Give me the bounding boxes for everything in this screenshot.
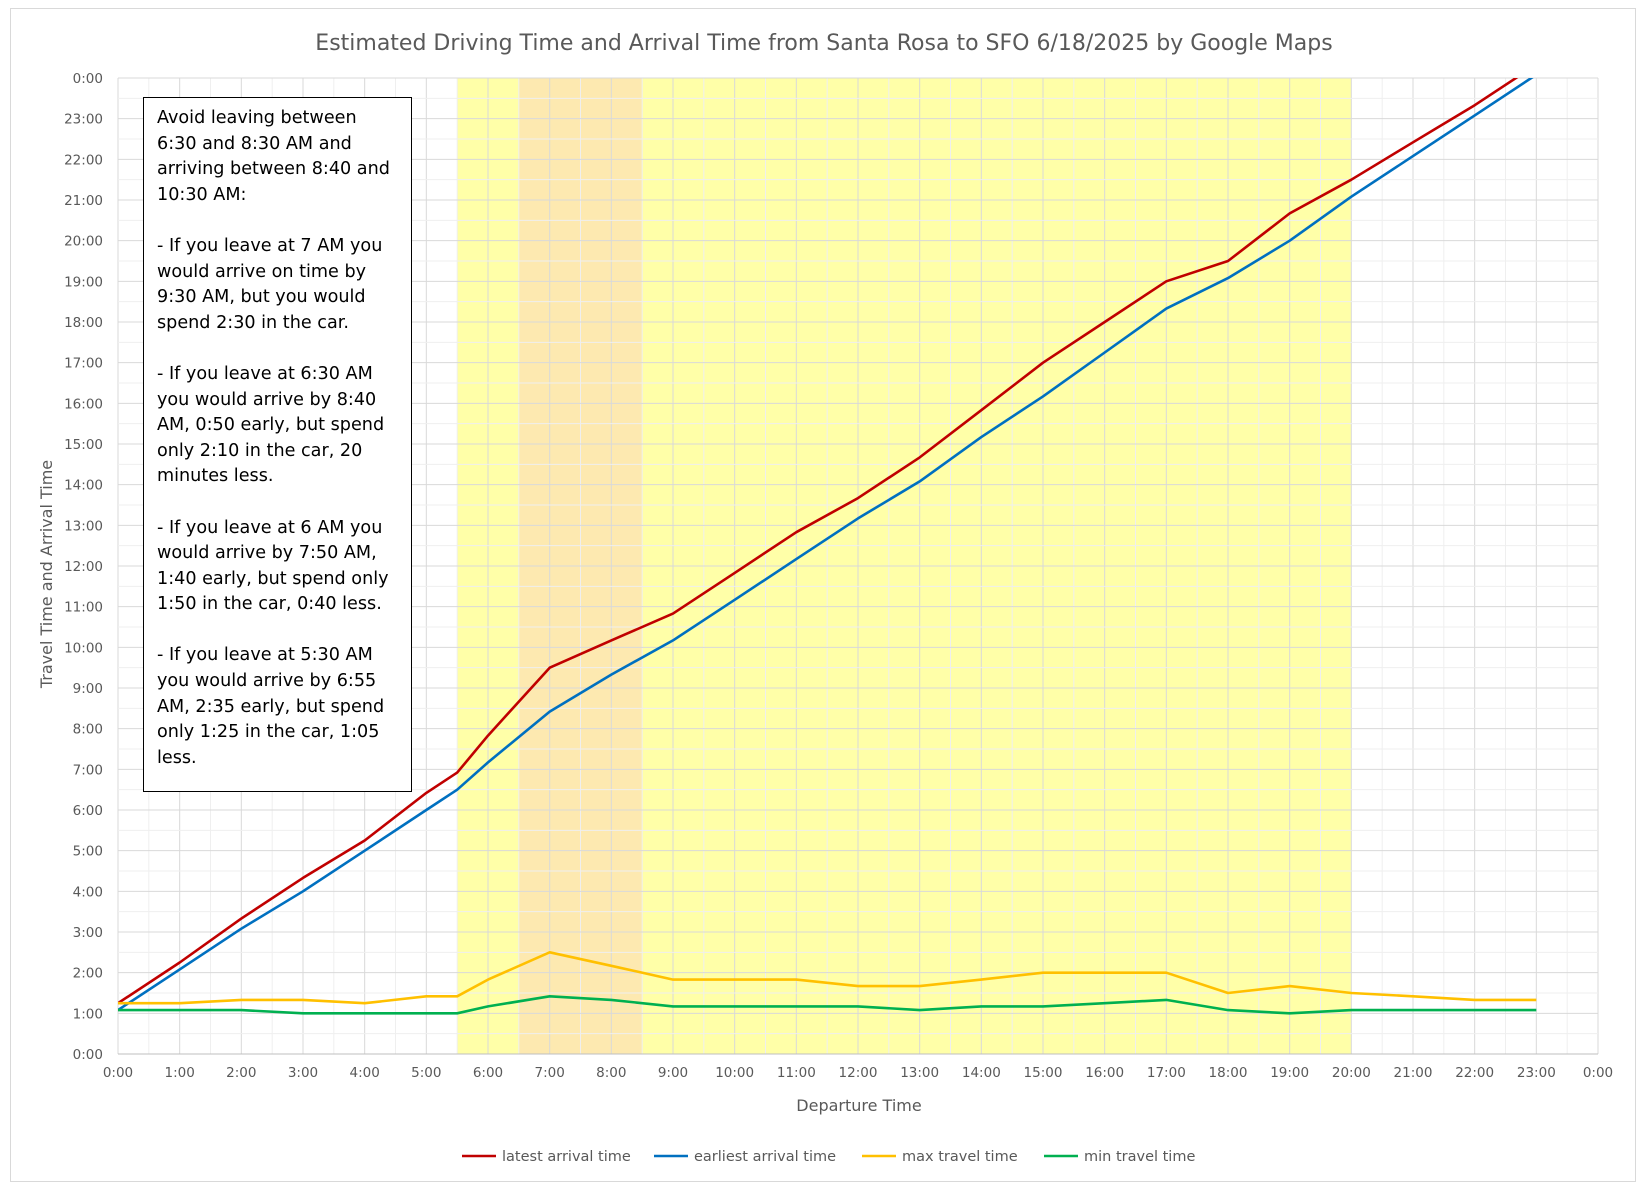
note-item: - If you leave at 6:30 AM you would arri… bbox=[157, 363, 385, 487]
series-lines bbox=[118, 78, 1537, 1015]
y-tick-label: 11:00 bbox=[64, 600, 103, 616]
chart-frame bbox=[10, 8, 1636, 1182]
y-tick-label: 5:00 bbox=[73, 844, 103, 860]
chart-title: Estimated Driving Time and Arrival Time … bbox=[315, 31, 1332, 56]
x-tick-label: 18:00 bbox=[1209, 1065, 1248, 1081]
x-tick-label: 0:00 bbox=[1583, 1065, 1613, 1081]
y-tick-label: 15:00 bbox=[64, 437, 103, 453]
y-tick-label: 7:00 bbox=[73, 762, 103, 778]
y-tick-labels: 0:00 1:00 2:00 3:00 4:00 5:00 6:00 7:00 8:00 9:00… bbox=[64, 71, 103, 1063]
min-travel-time-line bbox=[118, 994, 1537, 1015]
x-tick-label: 9:00 bbox=[658, 1065, 688, 1081]
x-tick-label: 16:00 bbox=[1085, 1065, 1124, 1081]
earliest-arrival-time-line bbox=[118, 78, 1534, 1012]
y-tick-label: 14:00 bbox=[64, 478, 103, 494]
y-tick-label: 20:00 bbox=[64, 234, 103, 250]
note-item: - If you leave at 7 AM you would arrive … bbox=[157, 235, 383, 333]
y-tick-label: 6:00 bbox=[73, 803, 103, 819]
x-tick-label: 19:00 bbox=[1270, 1065, 1309, 1081]
x-tick-label: 21:00 bbox=[1394, 1065, 1433, 1081]
y-tick-label: 21:00 bbox=[64, 193, 103, 209]
y-tick-label: 18:00 bbox=[64, 315, 103, 331]
x-tick-label: 14:00 bbox=[962, 1065, 1001, 1081]
y-tick-label: 10:00 bbox=[64, 640, 103, 656]
y-tick-label: 13:00 bbox=[64, 518, 103, 534]
x-tick-label: 15:00 bbox=[1024, 1065, 1063, 1081]
x-tick-label: 22:00 bbox=[1455, 1065, 1494, 1081]
x-tick-label: 13:00 bbox=[900, 1065, 939, 1081]
legend-label: latest arrival time bbox=[502, 1149, 631, 1165]
y-axis-title: Travel Time and Arrival Time bbox=[37, 460, 56, 689]
x-tick-label: 1:00 bbox=[165, 1065, 195, 1081]
y-tick-label: 0:00 bbox=[73, 71, 103, 87]
y-tick-label: 17:00 bbox=[64, 356, 103, 372]
y-tick-label: 12:00 bbox=[64, 559, 103, 575]
x-tick-label: 11:00 bbox=[777, 1065, 816, 1081]
y-tick-label: 4:00 bbox=[73, 884, 103, 900]
y-tick-label: 1:00 bbox=[73, 1006, 103, 1022]
legend: latest arrival time earliest arrival time… bbox=[462, 1149, 1195, 1165]
y-tick-label: 8:00 bbox=[73, 722, 103, 738]
y-tick-label: 23:00 bbox=[64, 112, 103, 128]
x-tick-label: 5:00 bbox=[411, 1065, 441, 1081]
x-tick-label: 8:00 bbox=[596, 1065, 626, 1081]
x-tick-labels: 0:00 1:00 2:00 3:00 4:00 5:00 6:00 7:00 8:00 9:00… bbox=[103, 1065, 1613, 1081]
x-tick-label: 12:00 bbox=[839, 1065, 878, 1081]
note-item: - If you leave at 6 AM you would arrive … bbox=[157, 517, 389, 615]
x-tick-label: 10:00 bbox=[715, 1065, 754, 1081]
x-tick-label: 23:00 bbox=[1517, 1065, 1556, 1081]
max-travel-time-line bbox=[118, 950, 1537, 1005]
note-intro: Avoid leaving between 6:30 and 8:30 AM a… bbox=[157, 108, 390, 205]
x-tick-label: 4:00 bbox=[350, 1065, 380, 1081]
x-tick-label: 2:00 bbox=[226, 1065, 256, 1081]
latest-arrival-time-line bbox=[118, 78, 1519, 1005]
x-axis-title: Departure Time bbox=[796, 1096, 921, 1115]
y-tick-label: 22:00 bbox=[64, 152, 103, 168]
note-item: - If you leave at 5:30 AM you would arri… bbox=[157, 645, 385, 768]
y-tick-label: 9:00 bbox=[73, 681, 103, 697]
y-tick-label: 19:00 bbox=[64, 274, 103, 290]
legend-label: earliest arrival time bbox=[694, 1149, 836, 1165]
x-tick-label: 3:00 bbox=[288, 1065, 318, 1081]
y-tick-label: 2:00 bbox=[73, 966, 103, 982]
x-tick-label: 0:00 bbox=[103, 1065, 133, 1081]
x-tick-label: 6:00 bbox=[473, 1065, 503, 1081]
y-tick-label: 16:00 bbox=[64, 396, 103, 412]
y-tick-label: 0:00 bbox=[73, 1047, 103, 1063]
x-tick-label: 17:00 bbox=[1147, 1065, 1186, 1081]
annotation-note: Avoid leaving between 6:30 and 8:30 AM a… bbox=[143, 97, 412, 792]
x-tick-label: 20:00 bbox=[1332, 1065, 1371, 1081]
legend-label: max travel time bbox=[902, 1149, 1018, 1165]
y-tick-label: 3:00 bbox=[73, 925, 103, 941]
legend-label: min travel time bbox=[1084, 1149, 1195, 1165]
x-tick-label: 7:00 bbox=[535, 1065, 565, 1081]
